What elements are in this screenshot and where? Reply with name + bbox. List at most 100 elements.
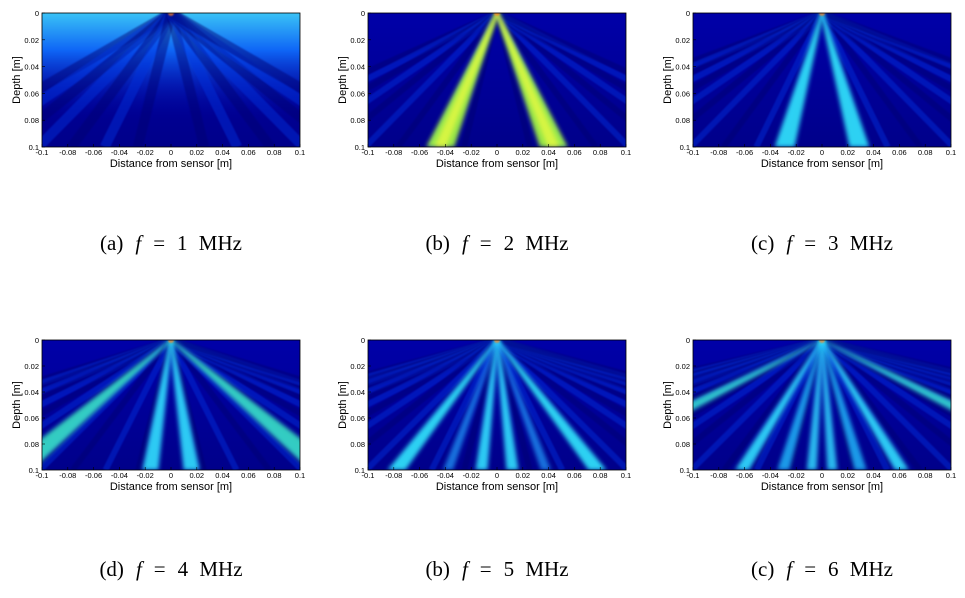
x-tick-label: 0.02: [515, 471, 530, 480]
beam: [820, 13, 870, 147]
fringe: [461, 340, 500, 470]
y-tick-label: 0.06: [675, 414, 690, 423]
x-tick-label: 0: [495, 148, 499, 157]
beam: [777, 340, 824, 470]
y-tick-label: 0: [361, 336, 365, 345]
x-tick-label: 0.04: [215, 471, 230, 480]
x-tick-label: -0.02: [463, 148, 480, 157]
fringe: [70, 340, 174, 470]
fringe: [693, 13, 824, 105]
x-tick-label: 0.06: [241, 471, 256, 480]
fringe: [368, 340, 499, 430]
beam: [442, 340, 499, 470]
heatmap: [42, 13, 300, 147]
fringe: [820, 13, 951, 65]
x-tick-label: 0.08: [593, 471, 608, 480]
beam: [434, 13, 499, 147]
beam: [495, 340, 519, 470]
source-spot: [168, 340, 174, 343]
caption-value: 6 MHz: [828, 557, 893, 581]
panel: -0.1 -0.08 -0.06 -0.04 -0.02 0 0.02 0.04 0.06 0.0…: [662, 336, 956, 581]
x-tick-label: -0.06: [411, 148, 428, 157]
x-tick-label: -0.04: [111, 148, 128, 157]
caption-value: 3 MHz: [828, 231, 893, 255]
x-axis-label: Distance from sensor [m]: [436, 481, 558, 493]
beam: [820, 340, 951, 411]
x-tick-label: -0.02: [463, 471, 480, 480]
fringe: [368, 340, 499, 447]
y-tick-label: 0.1: [29, 143, 39, 152]
fringe: [819, 340, 890, 470]
x-tick-label: 0.04: [215, 148, 230, 157]
y-tick-label: 0.06: [24, 89, 39, 98]
fringe: [368, 340, 500, 470]
y-tick-label: 0.02: [24, 36, 39, 45]
fringe: [428, 340, 500, 470]
x-tick-label: 0.1: [621, 148, 631, 157]
fringe: [494, 13, 533, 147]
x-tick-label: 0.02: [840, 471, 855, 480]
fringe: [168, 13, 300, 94]
fringe: [721, 13, 825, 147]
x-tick-label: 0.02: [189, 471, 204, 480]
source-spot: [494, 340, 500, 343]
caption: (a) f = 1 MHz: [100, 231, 242, 255]
y-tick-label: 0.04: [675, 63, 690, 72]
y-tick-label: 0: [35, 9, 39, 18]
caption: (d) f = 4 MHz: [99, 557, 242, 581]
fringe: [494, 13, 599, 147]
x-tick-label: 0.04: [541, 471, 556, 480]
x-tick-label: 0.04: [866, 471, 881, 480]
y-tick-label: 0.04: [675, 388, 690, 397]
x-tick-label: 0.04: [866, 148, 881, 157]
x-tick-label: 0.02: [515, 148, 530, 157]
x-tick-label: -0.08: [710, 471, 727, 480]
fringe: [368, 13, 499, 92]
x-tick-label: -0.04: [437, 471, 454, 480]
x-tick-label: 0.1: [295, 148, 305, 157]
fringe: [494, 13, 626, 147]
y-tick-label: 0.1: [680, 143, 690, 152]
fringe: [132, 13, 176, 147]
beam: [475, 340, 499, 470]
fringe: [753, 13, 825, 147]
y-tick-label: 0: [35, 336, 39, 345]
caption-equals: =: [480, 231, 492, 255]
heatmap: [693, 340, 951, 470]
fringe: [42, 340, 173, 429]
caption: (c) f = 6 MHz: [751, 557, 893, 581]
x-tick-label: -0.02: [788, 471, 805, 480]
x-axis-label: Distance from sensor [m]: [761, 481, 883, 493]
panel: -0.1 -0.08 -0.06 -0.04 -0.02 0 0.02 0.04 0.06 0.0…: [337, 9, 631, 255]
y-axis-label: Depth [m]: [11, 56, 23, 104]
y-axis-label: Depth [m]: [11, 381, 23, 429]
x-tick-label: 0.1: [621, 471, 631, 480]
y-tick-label: 0.1: [29, 466, 39, 475]
panel: -0.1 -0.08 -0.06 -0.04 -0.02 0 0.02 0.04 0.06 0.0…: [337, 336, 631, 581]
caption-value: 2 MHz: [504, 231, 569, 255]
fringe: [494, 340, 626, 470]
x-tick-label: -0.1: [362, 471, 375, 480]
y-tick-label: 0: [686, 336, 690, 345]
heatmap: [368, 340, 626, 470]
x-tick-label: 0: [169, 148, 173, 157]
beam: [495, 340, 607, 470]
y-tick-label: 0.02: [675, 36, 690, 45]
x-tick-label: -0.02: [788, 148, 805, 157]
fringe: [819, 340, 923, 470]
beam: [495, 340, 552, 470]
x-tick-label: -0.08: [385, 471, 402, 480]
fringe: [693, 340, 824, 430]
fringe: [495, 340, 626, 447]
caption-symbol: f: [462, 231, 471, 255]
fringe: [819, 340, 951, 470]
y-tick-label: 0: [361, 9, 365, 18]
x-tick-label: -0.02: [137, 471, 154, 480]
panel: -0.1 -0.08 -0.06 -0.04 -0.02 0 0.02 0.04 0.06 0.0…: [11, 9, 305, 255]
panel: -0.1 -0.08 -0.06 -0.04 -0.02 0 0.02 0.04 0.06 0.0…: [11, 336, 305, 581]
x-tick-label: 0.1: [946, 471, 956, 480]
source-spot: [819, 340, 825, 343]
fringe: [496, 340, 626, 378]
y-tick-label: 0.02: [350, 36, 365, 45]
caption-value: 4 MHz: [178, 557, 243, 581]
